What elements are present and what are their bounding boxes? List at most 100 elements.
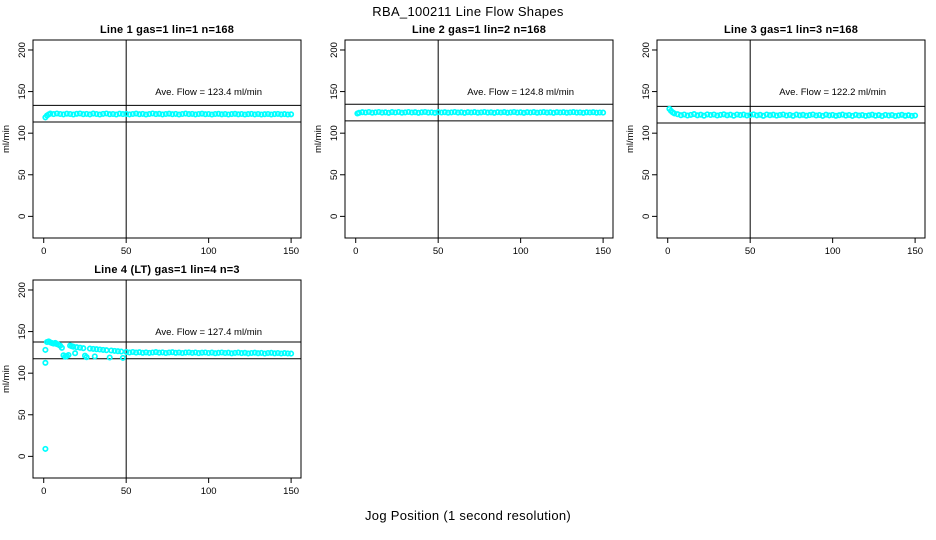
- data-point: [763, 111, 770, 118]
- data-point: [231, 349, 239, 356]
- data-point: [218, 349, 225, 356]
- data-point: [251, 349, 258, 356]
- data-point: [172, 349, 179, 356]
- data-point: [586, 109, 593, 116]
- axes: 0 50 100 150 0 50 100 150 200 ml/min: [625, 39, 926, 257]
- data-point: [258, 349, 265, 356]
- data-point: [212, 350, 219, 357]
- data-point: [106, 354, 113, 361]
- data-point: [431, 109, 438, 116]
- x-tick-label: 0: [353, 246, 358, 257]
- data-point: [395, 108, 402, 116]
- data-point: [895, 112, 902, 119]
- data-point: [826, 112, 833, 119]
- data-point: [215, 349, 222, 356]
- data-point: [264, 110, 272, 118]
- data-point: [832, 112, 839, 119]
- data-point: [382, 109, 389, 116]
- data-point: [497, 109, 504, 116]
- data-point: [271, 111, 278, 118]
- data-point: [786, 111, 793, 118]
- data-point: [836, 112, 843, 119]
- data-point: [458, 109, 465, 116]
- data-point: [882, 111, 889, 118]
- data-point: [149, 110, 156, 117]
- data-point: [822, 111, 830, 118]
- data-point: [179, 349, 186, 357]
- data-point: [445, 109, 452, 116]
- y-tick-label: 150: [329, 84, 340, 100]
- data-point: [590, 109, 597, 116]
- ave-flow-annotation: Ave. Flow = 124.8 ml/min: [467, 87, 574, 98]
- data-point: [261, 350, 268, 357]
- data-point: [912, 112, 919, 119]
- data-point: [530, 109, 537, 116]
- y-tick-label: 150: [17, 84, 28, 100]
- data-point: [372, 109, 379, 116]
- data-point: [149, 349, 156, 356]
- data-point: [108, 347, 115, 354]
- data-point: [116, 110, 123, 117]
- y-tick-label: 150: [17, 324, 28, 340]
- data-point: [261, 111, 268, 118]
- data-point: [524, 109, 531, 116]
- data-point: [50, 111, 57, 118]
- data-point: [278, 111, 285, 118]
- data-point: [222, 349, 229, 357]
- x-tick-label: 150: [595, 246, 611, 257]
- data-point: [448, 109, 455, 116]
- data-point: [109, 110, 117, 118]
- data-point: [537, 109, 544, 116]
- data-point: [471, 109, 478, 116]
- y-tick-label: 100: [17, 125, 28, 141]
- data-point: [799, 111, 807, 118]
- data-point: [365, 108, 372, 116]
- data-point: [175, 349, 183, 356]
- data-point: [212, 110, 219, 118]
- data-point: [359, 109, 366, 116]
- data-point: [501, 109, 508, 116]
- data-point: [83, 110, 90, 117]
- data-point: [743, 112, 750, 119]
- data-point: [91, 353, 98, 360]
- data-point: [156, 110, 163, 117]
- data-point: [136, 111, 143, 118]
- plot-area-line-3: 0 50 100 150 0 50 100 150 200 ml/min Ave. Flow = 1…: [625, 39, 926, 257]
- y-axis-title: ml/min: [1, 125, 12, 153]
- y-tick-label: 0: [17, 454, 28, 459]
- data-point: [560, 109, 567, 116]
- data-point: [248, 349, 255, 357]
- data-point: [806, 112, 813, 119]
- plot-box: [344, 39, 614, 239]
- data-point: [159, 111, 166, 118]
- data-point: [113, 111, 120, 118]
- data-point: [139, 110, 146, 117]
- data-point: [185, 349, 192, 356]
- data-point: [707, 111, 714, 119]
- y-tick-label: 50: [17, 169, 28, 180]
- data-point: [379, 109, 386, 116]
- ave-flow-annotation: Ave. Flow = 122.2 ml/min: [779, 87, 886, 98]
- data-point: [425, 109, 432, 116]
- data-point: [70, 111, 77, 118]
- data-point: [474, 109, 481, 116]
- data-point: [902, 112, 909, 119]
- data-point: [865, 112, 872, 119]
- data-point: [284, 111, 291, 118]
- reference-lines: [33, 280, 301, 478]
- data-point: [205, 110, 212, 118]
- panel-line-3: Line 3 gas=1 lin=3 n=168 0 50 100 150 0 50 100…: [624, 22, 936, 262]
- y-tick-label: 200: [641, 42, 652, 58]
- data-point: [563, 109, 570, 116]
- x-tick-label: 100: [825, 246, 841, 257]
- data-point: [86, 345, 93, 352]
- data-point: [268, 349, 275, 356]
- data-point: [126, 111, 133, 118]
- data-point: [139, 349, 146, 356]
- data-point: [166, 349, 173, 356]
- data-point: [72, 350, 79, 357]
- data-point: [83, 354, 90, 361]
- data-point: [859, 111, 866, 119]
- data-point: [80, 111, 87, 118]
- plot-row-top: Line 1 gas=1 lin=1 n=168 0 50 100 150 0 50 100…: [0, 22, 936, 262]
